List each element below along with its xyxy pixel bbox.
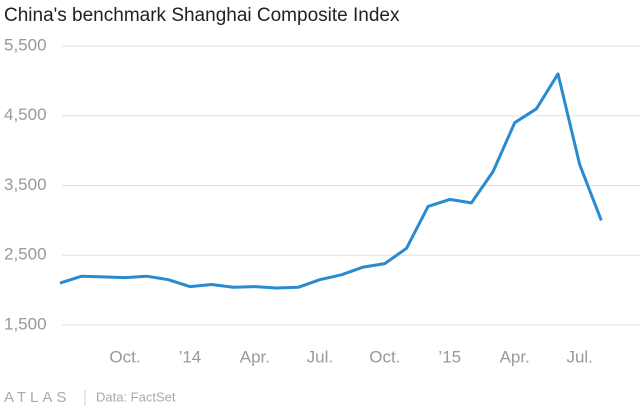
y-tick-label: 1,500 bbox=[4, 314, 47, 333]
x-tick-label: ’14 bbox=[179, 347, 202, 366]
x-tick-label: Oct. bbox=[109, 347, 140, 366]
x-tick-label: Oct. bbox=[369, 347, 400, 366]
y-tick-label: 3,500 bbox=[4, 175, 47, 194]
x-tick-label: Jul. bbox=[307, 347, 333, 366]
y-tick-label: 5,500 bbox=[4, 35, 47, 54]
brand: ATLAS bbox=[4, 389, 70, 406]
data-line bbox=[59, 72, 603, 290]
y-tick-label: 2,500 bbox=[4, 245, 47, 264]
x-tick-label: ’15 bbox=[438, 347, 461, 366]
x-tick-label: Jul. bbox=[566, 347, 592, 366]
x-tick-label: Apr. bbox=[500, 347, 530, 366]
chart-title: China's benchmark Shanghai Composite Ind… bbox=[4, 5, 400, 26]
y-tick-label: 4,500 bbox=[4, 105, 47, 124]
source: Data: FactSet bbox=[96, 389, 176, 404]
x-tick-label: Apr. bbox=[240, 347, 270, 366]
